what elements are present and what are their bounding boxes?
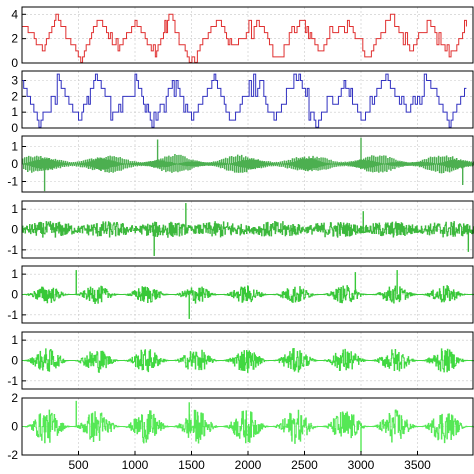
y-tick-label: 0	[11, 56, 18, 70]
panel-frame	[21, 265, 474, 324]
y-tick-label: 0	[11, 223, 18, 237]
y-tick-label: 1	[11, 202, 18, 216]
panel-6: -1 0 1	[7, 331, 474, 390]
signal-trace	[22, 285, 474, 304]
panel-4: -1 0 1	[7, 200, 474, 259]
panel-frame	[21, 6, 474, 64]
x-tick-label: 3000	[348, 458, 375, 472]
y-tick-label: -2	[7, 448, 18, 462]
y-tick-label: 1	[11, 105, 18, 119]
y-tick-label: 1	[11, 267, 18, 281]
y-tick-label: 2	[11, 89, 18, 103]
panel-frame	[21, 70, 474, 129]
panel-7: -2 0 2	[7, 391, 474, 462]
signal-trace	[22, 348, 474, 373]
x-tick-label: 2000	[235, 458, 262, 472]
panel-frame	[21, 331, 474, 390]
x-tick-label: 1500	[178, 458, 205, 472]
signal-trace	[22, 73, 467, 128]
y-tick-label: 4	[11, 7, 18, 21]
panel-5: -1 0 1	[7, 265, 474, 324]
x-tick-label: 3500	[404, 458, 431, 472]
signal-trace	[22, 13, 467, 63]
y-tick-label: 0	[11, 288, 18, 302]
y-tick-label: -1	[7, 308, 18, 322]
signal-trace	[22, 154, 474, 174]
x-tick-label: 1000	[122, 458, 149, 472]
y-tick-label: 2	[11, 32, 18, 46]
y-tick-label: 1	[11, 333, 18, 347]
y-tick-label: 0	[11, 121, 18, 135]
y-tick-label: 0	[11, 420, 18, 434]
y-tick-label: -1	[7, 175, 18, 189]
y-tick-label: 1	[11, 140, 18, 154]
x-tick-label: 2500	[291, 458, 318, 472]
panel-frame	[21, 135, 474, 193]
panel-2: 0 1 23	[11, 70, 474, 135]
signal-trace	[22, 221, 474, 238]
y-tick-label: -1	[7, 243, 18, 257]
x-tick-label: 500	[68, 458, 88, 472]
signal-trace	[22, 409, 474, 444]
y-tick-label: 3	[11, 74, 18, 88]
y-tick-label: -1	[7, 374, 18, 388]
panel-frame	[21, 200, 474, 259]
panel-3: -1 0 1	[7, 135, 474, 193]
y-tick-label: 2	[11, 391, 18, 405]
y-tick-label: 0	[11, 157, 18, 171]
panel-1: 0 2 4	[11, 6, 474, 70]
y-tick-label: 0	[11, 354, 18, 368]
